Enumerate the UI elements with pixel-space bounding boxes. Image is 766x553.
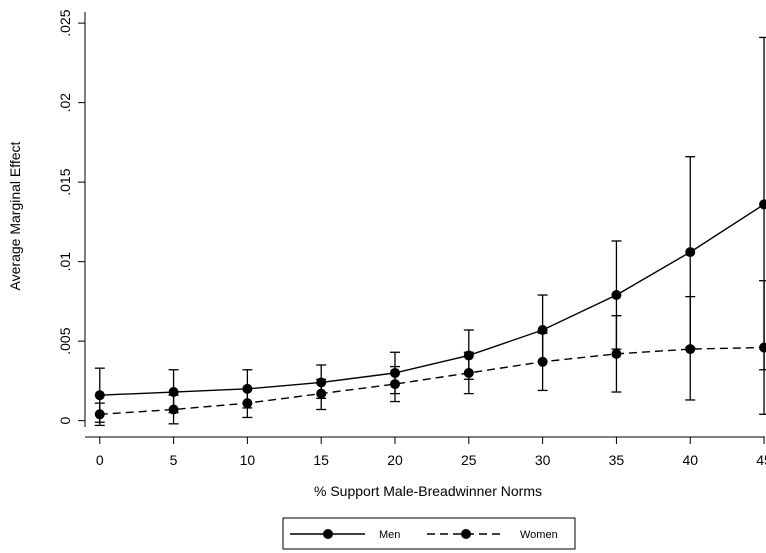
x-tick-label: 45 [756,452,766,468]
series-line [99,346,765,415]
x-tick-label: 25 [461,452,477,468]
data-point [685,247,696,258]
legend-men-marker [323,529,333,539]
data-point [759,342,766,353]
y-tick-label: .02 [57,93,73,113]
data-point [611,290,622,301]
data-point [611,348,622,359]
series-line [99,203,765,396]
y-tick-label: .025 [57,9,73,36]
legend-men-label: Men [379,529,400,541]
x-tick-label: 15 [313,452,329,468]
x-tick-label: 0 [96,452,104,468]
legend-women-marker [461,529,471,539]
data-point [537,356,548,367]
data-point [537,325,548,336]
y-tick-label: .015 [57,168,73,195]
data-point [242,398,253,409]
y-tick-label: .01 [57,252,73,272]
data-point [168,387,179,398]
series-layer [94,36,766,427]
y-tick-label: 0 [57,417,73,425]
series-men [94,36,766,423]
data-point [316,388,327,399]
data-point [94,390,105,401]
data-point [94,409,105,420]
y-axis-title: Average Marginal Effect [7,141,23,290]
x-axis: 0 5 10 15 20 25 30 35 40 45 [85,436,766,468]
legend: Men Women [282,517,576,550]
x-tick-label: 20 [387,452,403,468]
legend-women-label: Women [520,529,558,541]
data-point [390,379,400,390]
x-tick-label: 10 [240,452,256,468]
data-point [685,344,696,355]
x-tick-label: 35 [609,452,625,468]
data-point [168,404,179,415]
y-axis: 0 .005 .01 .015 .02 .025 [57,9,86,427]
x-tick-label: 40 [682,452,698,468]
x-tick-label: 5 [170,452,178,468]
y-tick-label: .005 [57,327,73,354]
x-tick-label: 30 [535,452,551,468]
series-women [94,280,766,427]
data-point [463,367,474,378]
x-axis-title: % Support Male-Breadwinner Norms [314,483,542,499]
data-point [759,199,766,210]
